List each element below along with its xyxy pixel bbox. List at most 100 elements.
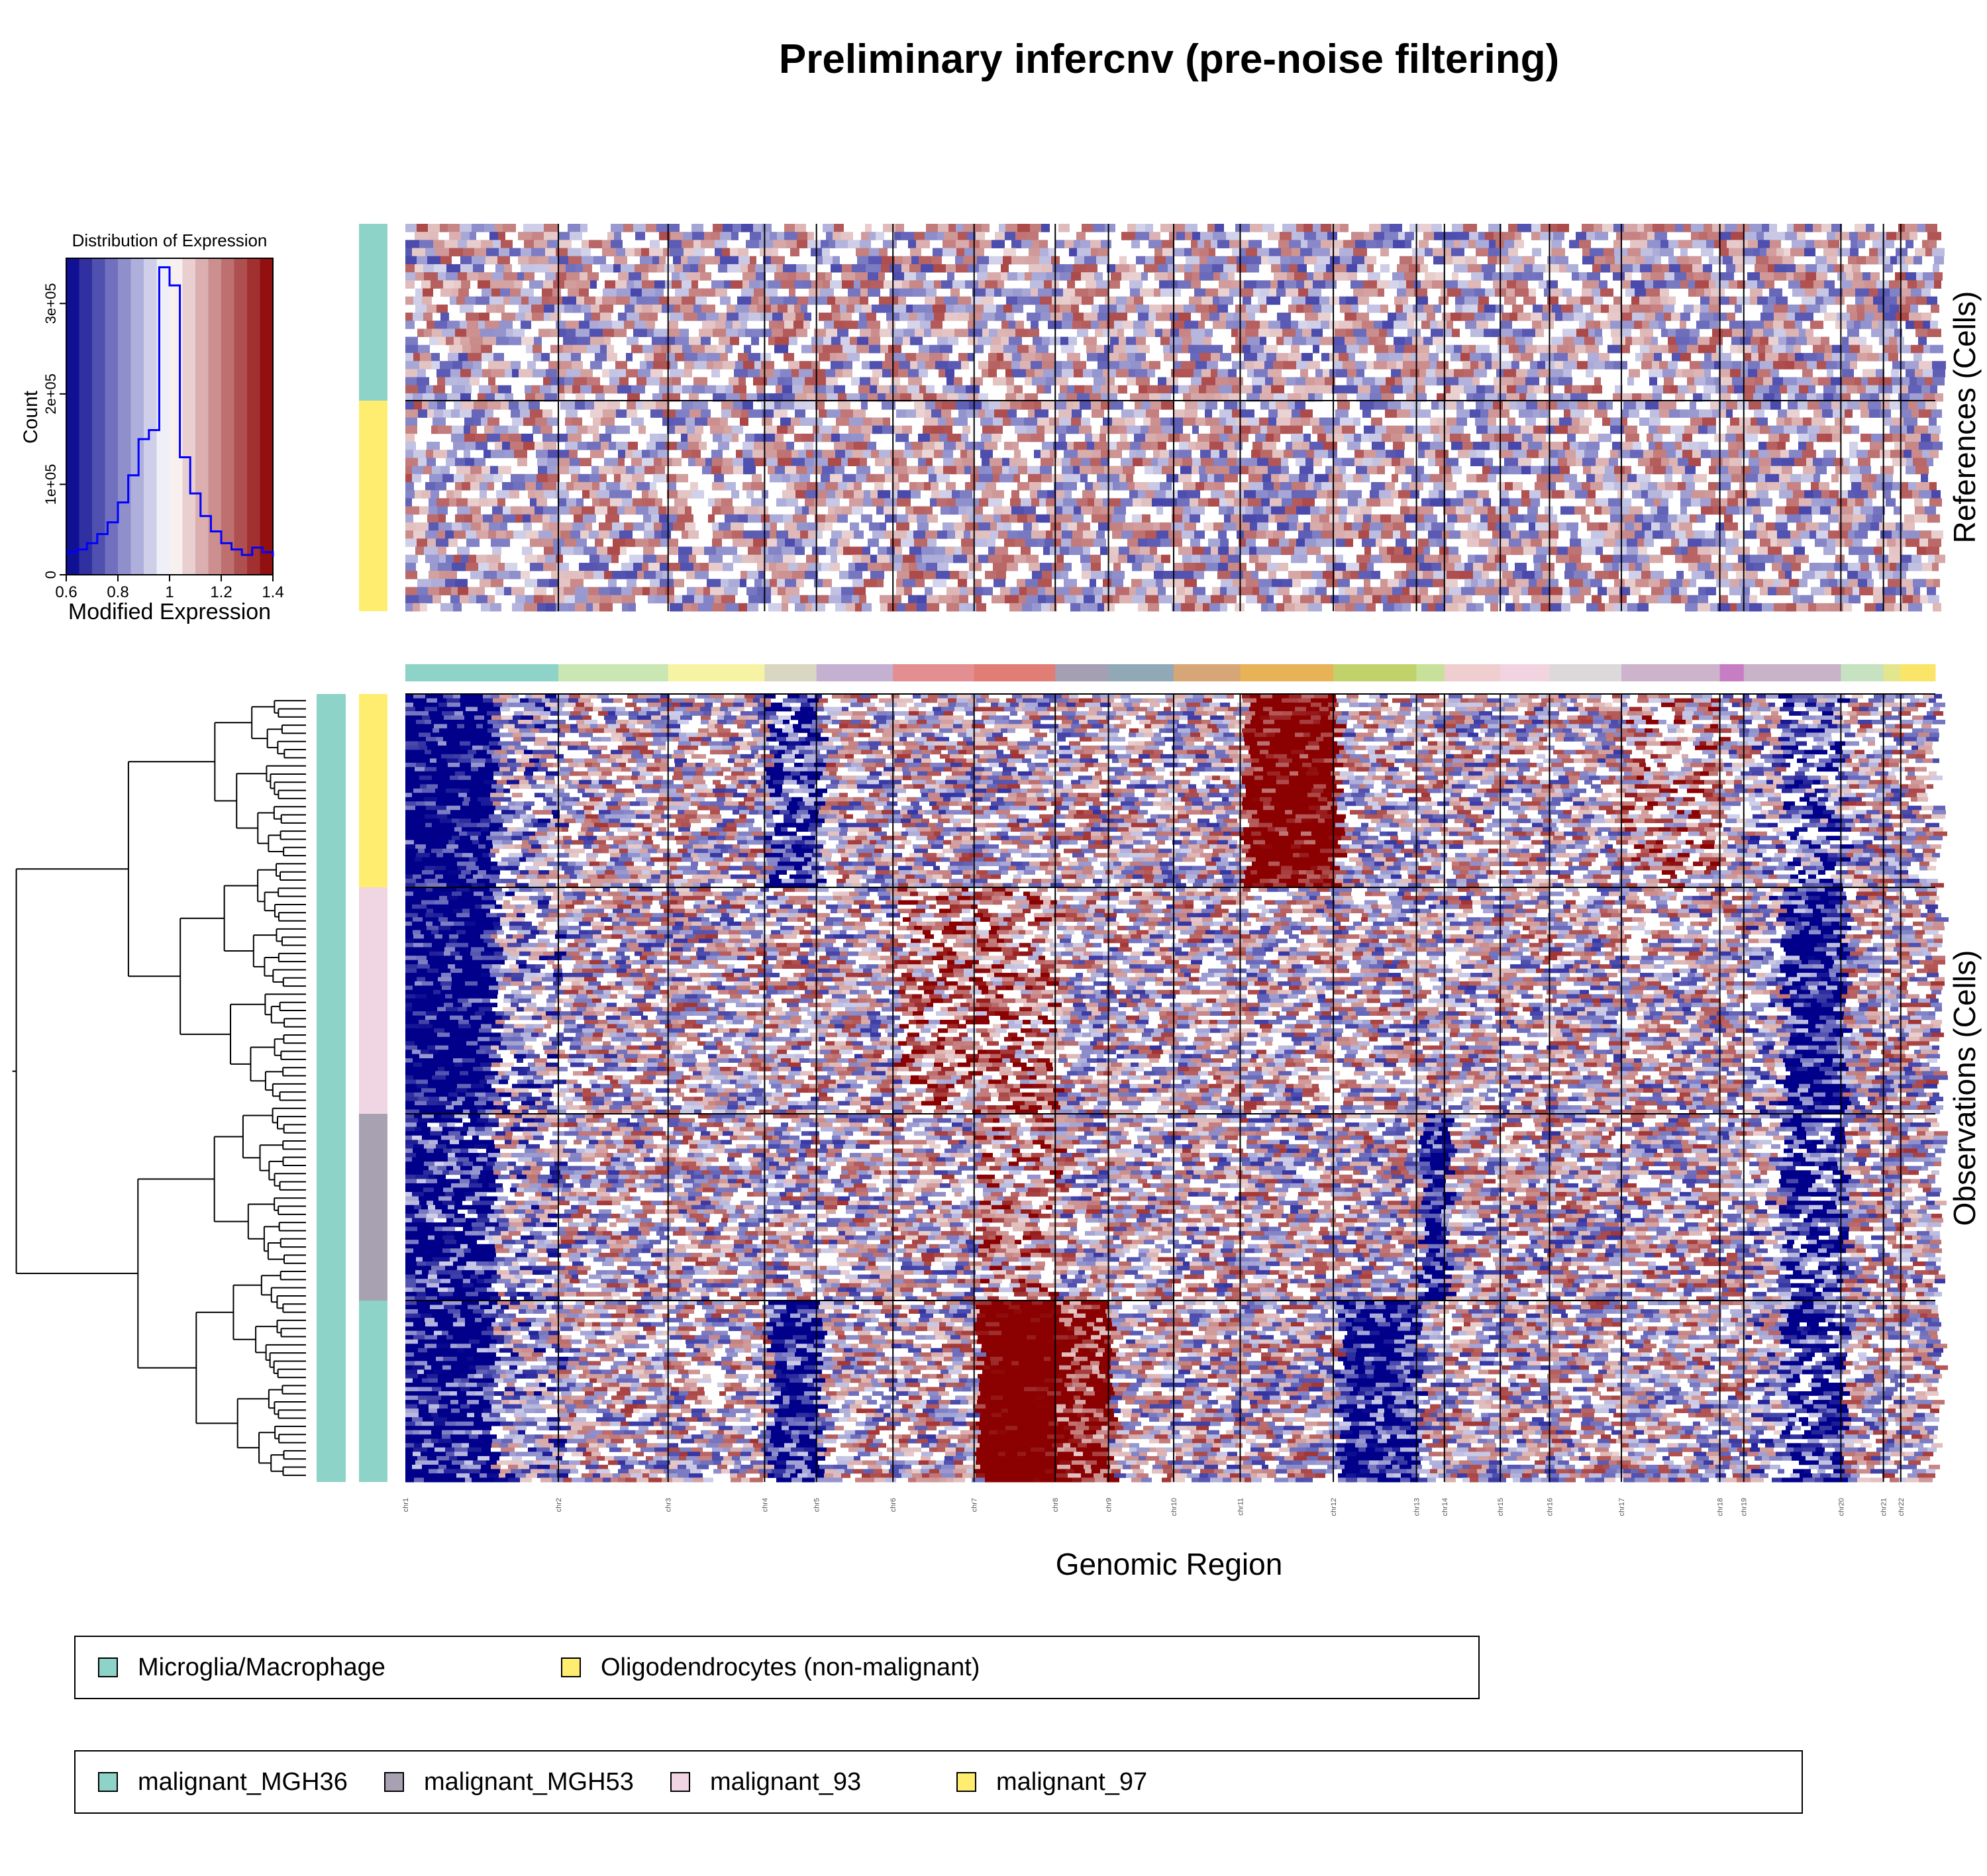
heatmap-cell [1246,321,1260,329]
heatmap-cell [1750,296,1757,305]
heatmap-cell [624,321,635,329]
heatmap-cell [1062,514,1072,523]
heatmap-cell [535,264,548,273]
heatmap-cell [1190,498,1198,507]
heatmap-cell [1162,425,1174,434]
heatmap-cell [1923,369,1933,377]
heatmap-cell [1451,466,1462,475]
heatmap-cell [1243,514,1256,523]
heatmap-cell [1878,248,1886,257]
heatmap-cell [616,442,628,450]
heatmap-cell [1501,321,1512,329]
heatmap-cell [474,417,481,426]
heatmap-cell [875,458,885,467]
heatmap-cell [663,248,670,257]
heatmap-cell [1622,530,1635,539]
heatmap-cell [1009,458,1017,467]
heatmap-cell [1711,458,1723,467]
heatmap-cell [947,393,958,402]
heatmap-cell [1756,256,1768,265]
heatmap-cell [605,514,619,523]
heatmap-cell [1910,377,1917,386]
heatmap-cell [1029,344,1036,354]
heatmap-cell [531,385,540,394]
heatmap-cell [1166,377,1178,386]
heatmap-cell [1560,466,1570,475]
heatmap-cell [682,401,693,410]
heatmap-cell [721,409,731,418]
heatmap-cell [1625,466,1631,475]
heatmap-cell [454,490,462,499]
heatmap-cell [1454,344,1462,354]
heatmap-cell [509,248,521,257]
heatmap-cell [1818,377,1831,386]
heatmap-cell [968,393,978,402]
heatmap-cell [865,224,872,232]
heatmap-cell [885,353,892,362]
heatmap-cell [796,328,807,338]
heatmap-cell [1929,450,1939,458]
heatmap-cell [1837,361,1850,370]
heatmap-cell [937,336,948,346]
heatmap-cell [1859,336,1866,346]
heatmap-cell [1735,304,1742,313]
heatmap-cell [1588,401,1598,410]
heatmap-cell [1211,240,1217,248]
heatmap-cell [1393,240,1405,248]
heatmap-cell [1588,353,1599,362]
heatmap-cell [1271,385,1284,394]
heatmap-cell [434,321,447,329]
heatmap-cell [1346,296,1358,305]
heatmap-cell [734,369,748,377]
heatmap-cell [1004,538,1015,547]
heatmap-cell [1074,442,1087,450]
heatmap-cell [1109,522,1123,531]
heatmap-cell [1074,385,1084,394]
heatmap-cell [405,361,419,370]
heatmap-cell [1580,417,1592,426]
heatmap-cell [1121,498,1133,507]
heatmap-cell [1031,321,1039,329]
heatmap-cell [1922,240,1929,248]
heatmap-cell [1302,328,1311,338]
heatmap-cell [418,458,427,467]
heatmap-cell [799,369,813,377]
heatmap-cell [418,344,430,354]
heatmap-cell [1207,256,1213,265]
heatmap-cell [437,506,448,515]
heatmap-cell [1694,272,1704,281]
heatmap-cell [635,248,641,257]
heatmap-cell [1345,530,1358,539]
heatmap-cell [1300,248,1312,257]
heatmap-cell [1531,232,1540,240]
heatmap-cell [1280,321,1291,329]
heatmap-cell [1149,361,1160,370]
heatmap-cell [970,530,982,539]
heatmap-cell [1134,409,1146,418]
heatmap-cell [580,224,587,232]
heatmap-cell [1082,224,1093,232]
heatmap-cell [1892,385,1900,394]
heatmap-cell [1651,304,1663,313]
heatmap-cell [535,417,547,426]
heatmap-cell [1482,442,1490,450]
heatmap-cell [1610,425,1624,434]
heatmap-cell [1062,369,1074,377]
heatmap-cell [1304,256,1317,265]
heatmap-cell [1028,473,1041,483]
heatmap-cell [423,393,434,402]
heatmap-cell [1257,458,1268,467]
heatmap-cell [1811,482,1819,491]
heatmap-cell [1502,313,1509,321]
heatmap-cell [778,377,784,386]
heatmap-cell [1908,385,1921,394]
heatmap-cell [556,272,566,281]
heatmap-cell [1345,385,1358,394]
heatmap-cell [852,450,863,458]
heatmap-cell [584,313,591,321]
heatmap-cell [1135,232,1149,240]
heatmap-cell [1003,248,1016,257]
heatmap-cell [1672,466,1685,475]
heatmap-cell [943,240,956,248]
heatmap-cell [1592,264,1601,273]
